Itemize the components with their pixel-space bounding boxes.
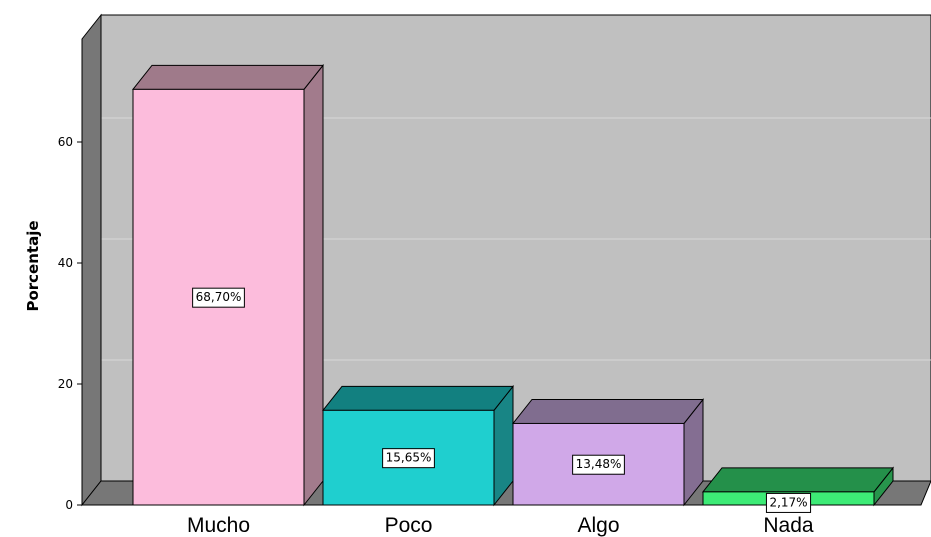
bar-top (701, 467, 895, 493)
data-label-box (572, 454, 625, 475)
data-label-box (765, 492, 812, 513)
bar-top (321, 385, 515, 411)
y-tick-label: 20 (58, 377, 73, 391)
data-label-text: 15,65% (386, 451, 432, 465)
x-category-label: Mucho (187, 514, 250, 537)
y-axis-label: Porcentaje (24, 220, 42, 311)
y-tick-label: 0 (65, 498, 73, 512)
data-label: 68,70% (192, 287, 245, 308)
data-label-box (382, 448, 435, 469)
data-labels: 68,70% 15,65% 13,48% 2,17% (192, 287, 812, 513)
bar (701, 466, 895, 507)
x-category-label: Poco (385, 514, 433, 537)
data-label-text: 68,70% (196, 290, 242, 304)
data-label: 15,65% (382, 448, 435, 469)
bar (511, 398, 705, 507)
y-tick-label: 60 (58, 135, 73, 149)
data-label-text: 13,48% (576, 457, 622, 471)
bar (131, 63, 325, 507)
bars (131, 63, 895, 507)
bar-side (303, 63, 324, 507)
bar (321, 384, 515, 507)
bar-top (511, 398, 705, 424)
bar-top (131, 64, 325, 90)
x-axis-labels: Mucho Poco Algo Nada (187, 514, 814, 537)
data-label: 13,48% (572, 454, 625, 475)
x-category-label: Nada (763, 514, 814, 537)
x-category-label: Algo (577, 514, 619, 537)
data-label: 2,17% (765, 492, 812, 513)
data-label-text: 2,17% (769, 495, 807, 509)
data-label-box (192, 287, 245, 308)
side-wall (81, 13, 102, 507)
y-axis: 0 20 40 60 (58, 81, 83, 512)
y-tick-label: 40 (58, 256, 73, 270)
